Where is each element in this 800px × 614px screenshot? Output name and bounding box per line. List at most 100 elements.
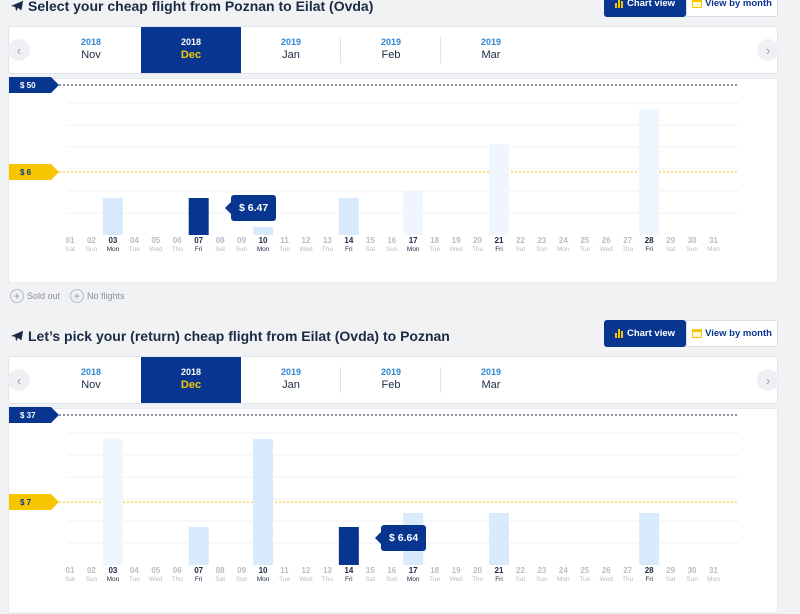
chart-view-button[interactable]: Chart view	[604, 0, 686, 17]
max-price-tag: $ 37	[9, 407, 59, 423]
day-number: 13	[322, 236, 332, 245]
month-year: 2018	[80, 37, 102, 47]
day-label-09: 09 Sun	[232, 236, 252, 253]
day-number: 09	[237, 566, 247, 575]
day-weekday: Sun	[536, 576, 548, 583]
price-bar-10[interactable]	[253, 439, 274, 565]
day-weekday: Thu	[622, 246, 634, 253]
day-weekday: Wed	[299, 246, 313, 253]
day-weekday: Sat	[65, 576, 75, 583]
month-tab-dec[interactable]: 2018 Dec	[141, 27, 241, 73]
day-label-21[interactable]: 21 Fri	[489, 566, 509, 583]
day-label-07[interactable]: 07 Fri	[189, 236, 209, 253]
price-bar-28[interactable]	[639, 513, 660, 565]
day-number: 21	[494, 566, 504, 575]
day-label-17[interactable]: 17 Mon	[403, 566, 423, 583]
month-name: Feb	[381, 379, 401, 391]
chart-view-button[interactable]: Chart view	[604, 320, 686, 347]
price-bar-28[interactable]	[639, 109, 660, 235]
day-weekday: Mon	[256, 246, 270, 253]
day-label-28[interactable]: 28 Fri	[639, 566, 659, 583]
day-label-17[interactable]: 17 Mon	[403, 236, 423, 253]
day-label-25: 25 Tue	[575, 236, 595, 253]
day-label-28[interactable]: 28 Fri	[639, 236, 659, 253]
day-number: 09	[237, 236, 247, 245]
month-tab-feb[interactable]: 2019 Feb	[341, 357, 441, 403]
month-tab-mar[interactable]: 2019 Mar	[441, 27, 541, 73]
price-chart: $ 50 $ 6 $ 6.47 01 Sat 02 Sun 03 Mon 04 Tue 05 We…	[8, 77, 778, 283]
price-bar-03[interactable]	[102, 198, 123, 235]
chevron-left-icon[interactable]: ‹	[8, 369, 30, 391]
day-number: 08	[215, 236, 225, 245]
day-number: 19	[451, 566, 461, 575]
price-bar-21[interactable]	[489, 144, 509, 235]
month-tab-feb[interactable]: 2019 Feb	[341, 27, 441, 73]
day-label-03[interactable]: 03 Mon	[103, 566, 123, 583]
day-weekday: Sat	[365, 576, 376, 583]
day-label-02: 02 Sun	[81, 566, 101, 583]
day-weekday: Sun	[85, 576, 98, 583]
chevron-right-icon[interactable]: ›	[757, 39, 779, 61]
month-tab-jan[interactable]: 2019 Jan	[241, 27, 341, 73]
month-name: Jan	[282, 379, 300, 391]
no-flights-label: No flights	[87, 291, 125, 301]
day-label-10[interactable]: 10 Mon	[253, 566, 273, 583]
view-by-month-button[interactable]: View by month	[686, 320, 778, 347]
day-label-07[interactable]: 07 Fri	[189, 566, 209, 583]
day-weekday: Thu	[622, 576, 634, 583]
day-label-27: 27 Thu	[618, 566, 638, 583]
chevron-right-icon[interactable]: ›	[757, 369, 779, 391]
calendar-icon	[692, 329, 703, 338]
day-weekday: Tue	[429, 246, 441, 253]
price-bar-21[interactable]	[489, 513, 509, 565]
day-weekday: Sat	[665, 246, 676, 253]
day-number: 02	[86, 236, 96, 245]
day-number: 12	[301, 566, 311, 575]
price-bar-03[interactable]	[102, 439, 123, 565]
month-name: Feb	[381, 49, 401, 61]
day-label-04: 04 Tue	[124, 566, 144, 583]
day-number: 27	[623, 566, 633, 575]
day-label-14[interactable]: 14 Fri	[339, 566, 359, 583]
day-label-21[interactable]: 21 Fri	[489, 236, 509, 253]
month-tab-dec[interactable]: 2018 Dec	[141, 357, 241, 403]
month-year: 2018	[80, 367, 102, 377]
month-year: 2018	[180, 37, 202, 47]
day-number: 14	[344, 566, 354, 575]
day-weekday: Sat	[515, 246, 526, 253]
day-label-26: 26 Wed	[596, 236, 616, 253]
chevron-left-icon[interactable]: ‹	[8, 39, 30, 61]
price-bar-17[interactable]	[403, 191, 424, 235]
price-bar-10[interactable]	[253, 227, 274, 235]
day-number: 17	[408, 566, 418, 575]
day-number: 27	[623, 236, 633, 245]
price-bar-07[interactable]	[188, 527, 209, 565]
month-tab-nov[interactable]: 2018 Nov	[41, 27, 141, 73]
month-tab-mar[interactable]: 2019 Mar	[441, 357, 541, 403]
bar-chart-icon	[614, 329, 624, 338]
day-label-22: 22 Sat	[510, 566, 530, 583]
day-label-03[interactable]: 03 Mon	[103, 236, 123, 253]
day-label-10[interactable]: 10 Mon	[253, 236, 273, 253]
view-by-month-button[interactable]: View by month	[686, 0, 778, 17]
month-tab-nov[interactable]: 2018 Nov	[41, 357, 141, 403]
day-number: 19	[451, 236, 461, 245]
price-bar-14[interactable]	[338, 527, 359, 565]
airplane-icon	[10, 0, 24, 12]
day-number: 30	[687, 236, 697, 245]
day-label-02: 02 Sun	[81, 236, 101, 253]
month-tab-jan[interactable]: 2019 Jan	[241, 357, 341, 403]
month-name: Nov	[81, 49, 101, 61]
view-by-month-label: View by month	[705, 328, 772, 339]
day-label-31: 31 Mon	[704, 236, 724, 253]
price-bar-14[interactable]	[338, 198, 359, 235]
month-name: Mar	[481, 49, 501, 61]
day-number: 04	[129, 566, 139, 575]
price-bar-07[interactable]	[188, 198, 209, 235]
day-label-13: 13 Thu	[317, 236, 337, 253]
day-label-05: 05 Wed	[146, 566, 166, 583]
day-label-12: 12 Wed	[296, 566, 316, 583]
day-weekday: Thu	[171, 246, 183, 253]
day-number: 25	[580, 566, 590, 575]
day-label-14[interactable]: 14 Fri	[339, 236, 359, 253]
